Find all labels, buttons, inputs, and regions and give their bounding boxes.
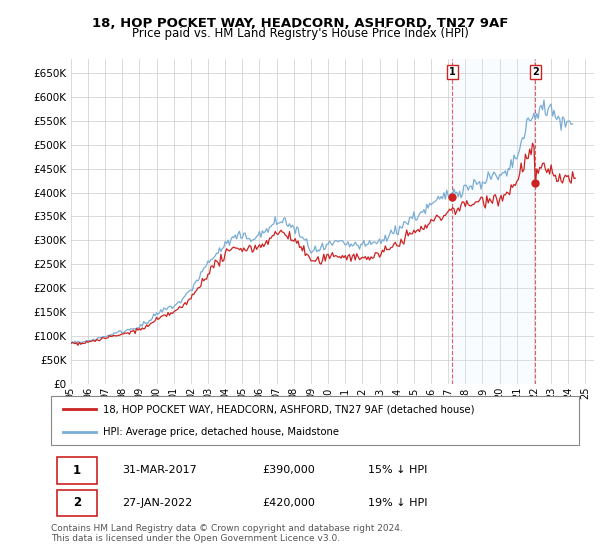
Text: Contains HM Land Registry data © Crown copyright and database right 2024.
This d: Contains HM Land Registry data © Crown c… bbox=[51, 524, 403, 543]
Text: 1: 1 bbox=[73, 464, 81, 477]
Text: 27-JAN-2022: 27-JAN-2022 bbox=[122, 498, 193, 508]
FancyBboxPatch shape bbox=[58, 457, 97, 484]
Text: 18, HOP POCKET WAY, HEADCORN, ASHFORD, TN27 9AF (detached house): 18, HOP POCKET WAY, HEADCORN, ASHFORD, T… bbox=[103, 404, 474, 414]
Text: HPI: Average price, detached house, Maidstone: HPI: Average price, detached house, Maid… bbox=[103, 427, 339, 437]
Text: 2: 2 bbox=[73, 496, 81, 510]
Text: £420,000: £420,000 bbox=[262, 498, 315, 508]
FancyBboxPatch shape bbox=[51, 396, 579, 445]
Text: 18, HOP POCKET WAY, HEADCORN, ASHFORD, TN27 9AF: 18, HOP POCKET WAY, HEADCORN, ASHFORD, T… bbox=[92, 17, 508, 30]
Bar bbox=[452, 59, 535, 384]
Text: 31-MAR-2017: 31-MAR-2017 bbox=[122, 465, 197, 475]
Text: 2: 2 bbox=[532, 67, 539, 77]
Text: £390,000: £390,000 bbox=[262, 465, 315, 475]
Text: 19% ↓ HPI: 19% ↓ HPI bbox=[368, 498, 427, 508]
FancyBboxPatch shape bbox=[58, 489, 97, 516]
Text: 1: 1 bbox=[449, 67, 456, 77]
Text: Price paid vs. HM Land Registry's House Price Index (HPI): Price paid vs. HM Land Registry's House … bbox=[131, 27, 469, 40]
Text: 15% ↓ HPI: 15% ↓ HPI bbox=[368, 465, 427, 475]
